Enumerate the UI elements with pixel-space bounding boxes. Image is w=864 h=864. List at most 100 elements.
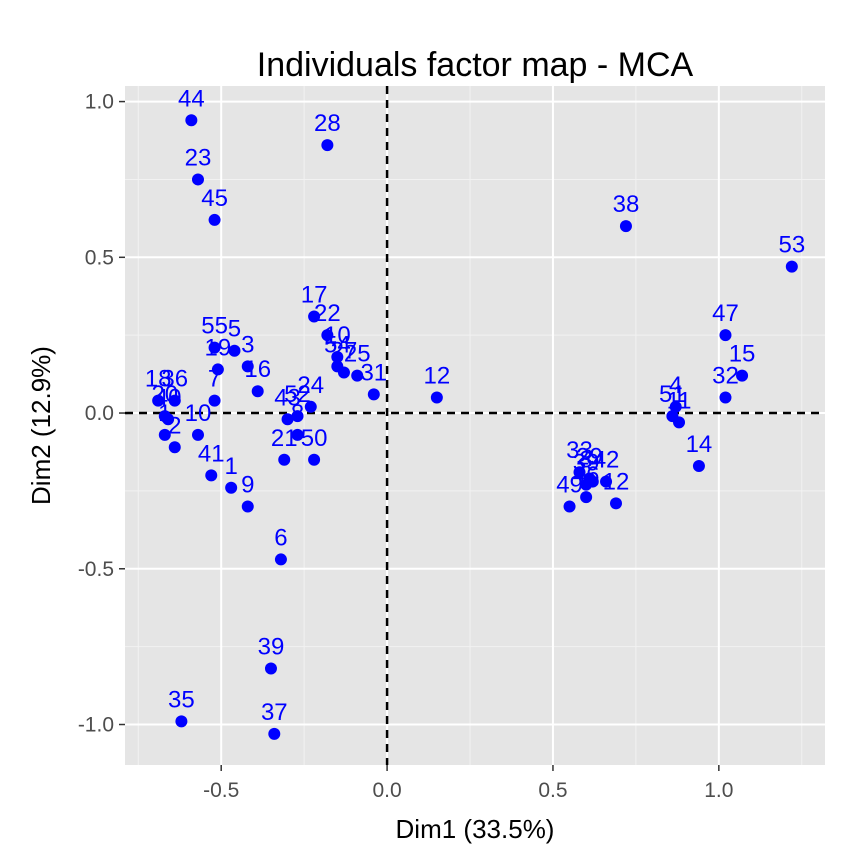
data-point [719, 329, 732, 342]
data-point [274, 553, 287, 566]
data-point [673, 416, 686, 429]
data-point-label: 42 [593, 447, 620, 474]
data-point-label: 50 [301, 425, 328, 452]
x-tick-label: 0.5 [538, 779, 567, 802]
data-point [208, 213, 221, 226]
y-tick-label: -1.0 [78, 714, 114, 737]
data-point-label: 46 [573, 462, 600, 489]
data-point [185, 114, 198, 127]
y-tick-label: -0.5 [78, 558, 114, 581]
data-point [158, 428, 171, 441]
y-tick-label: 0.5 [85, 246, 114, 269]
axis-ticks: -0.5 0.0 0.5 1.0 -1.0 -0.5 0.0 0.5 1.0 [78, 91, 734, 802]
data-point [430, 391, 443, 404]
data-point-label: 19 [205, 334, 232, 361]
data-point [308, 310, 321, 323]
data-point-label: 5 [228, 316, 241, 343]
data-point [278, 453, 291, 466]
data-point [619, 220, 632, 233]
data-point [351, 369, 364, 382]
data-point [191, 428, 204, 441]
y-tick-label: 1.0 [85, 91, 114, 114]
data-point-label: 35 [168, 686, 195, 713]
data-point-label: 27 [331, 338, 358, 365]
data-point-label: 17 [301, 281, 328, 308]
minor-gridlines [125, 86, 825, 765]
data-point-label: 34 [579, 447, 606, 474]
data-point-label: 10 [324, 322, 351, 349]
data-point-label: 47 [712, 300, 739, 327]
data-point-label: 18 [145, 366, 172, 393]
data-point-label: 12 [603, 468, 630, 495]
data-point [291, 428, 304, 441]
data-point-label: 44 [178, 85, 205, 112]
data-point [241, 500, 254, 513]
data-point-label: 6 [274, 524, 287, 551]
data-point [331, 350, 344, 363]
data-point-label: 16 [244, 356, 271, 383]
data-point [281, 413, 294, 426]
data-point-label: 23 [185, 144, 212, 171]
data-point-label: 14 [686, 431, 713, 458]
data-point [162, 413, 175, 426]
data-point-label: 28 [314, 110, 341, 137]
data-point [211, 363, 224, 376]
reference-lines [125, 86, 825, 765]
data-point [152, 394, 165, 407]
data-point-label: 53 [778, 232, 805, 259]
data-point [225, 481, 238, 494]
data-point-label: 38 [613, 191, 640, 218]
data-point [609, 497, 622, 510]
data-point-label: 33 [566, 437, 593, 464]
data-point [208, 341, 221, 354]
data-point [719, 391, 732, 404]
data-point [175, 715, 188, 728]
data-point [785, 260, 798, 273]
data-point-label: 32 [712, 362, 739, 389]
data-point [308, 453, 321, 466]
data-point [321, 329, 334, 342]
data-point [586, 475, 599, 488]
data-point [168, 441, 181, 454]
data-point-label: 36 [161, 366, 188, 393]
data-point [563, 500, 576, 513]
data-point-label: 39 [573, 450, 600, 477]
data-point-label: 21 [271, 425, 298, 452]
data-point-label: 3 [241, 331, 254, 358]
data-point [191, 173, 204, 186]
data-point-label: 43 [274, 384, 301, 411]
data-point-label: 31 [360, 359, 387, 386]
data-point [205, 469, 218, 482]
data-point-label: 29 [576, 443, 603, 470]
data-point-label: 52 [284, 381, 311, 408]
data-point [573, 466, 586, 479]
data-point-label: 45 [201, 185, 228, 212]
data-point [264, 662, 277, 675]
x-tick-label: -0.5 [203, 779, 239, 802]
y-tick-label: 0.0 [85, 402, 114, 425]
x-axis-title: Dim1 (33.5%) [396, 814, 555, 844]
data-point [228, 344, 241, 357]
data-point-label: 41 [198, 440, 225, 467]
data-point-label: 9 [241, 471, 254, 498]
data-point-label: 7 [208, 366, 221, 393]
data-point-label: 12 [423, 362, 450, 389]
data-point [337, 366, 350, 379]
data-point-label: 51 [659, 381, 686, 408]
data-point [580, 491, 593, 504]
data-point [208, 394, 221, 407]
data-point-label: 2 [168, 412, 181, 439]
data-point-label: 15 [729, 341, 756, 368]
data-point-label: 25 [344, 341, 371, 368]
data-point-label: 54 [324, 331, 351, 358]
data-point-label: 24 [297, 372, 324, 399]
data-point [268, 727, 281, 740]
plot-panel [125, 86, 825, 765]
data-point [321, 139, 334, 152]
data-point [168, 394, 181, 407]
x-tick-label: 1.0 [704, 779, 733, 802]
data-point-label: 55 [201, 313, 228, 340]
data-point [600, 475, 613, 488]
data-point-label: 40 [155, 384, 182, 411]
data-point-label: 8 [291, 400, 304, 427]
